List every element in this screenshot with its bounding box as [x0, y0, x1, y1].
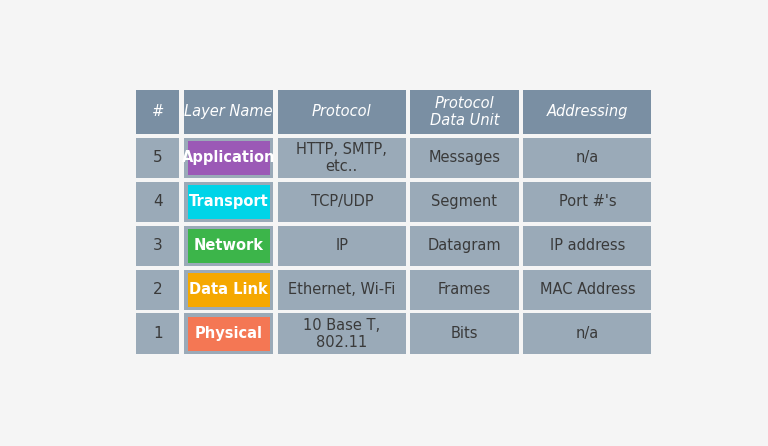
FancyBboxPatch shape: [184, 314, 273, 354]
FancyBboxPatch shape: [277, 182, 406, 222]
Text: 3: 3: [153, 238, 163, 253]
FancyBboxPatch shape: [277, 138, 406, 178]
Text: Protocol: Protocol: [312, 104, 372, 120]
Text: Bits: Bits: [451, 326, 478, 341]
FancyBboxPatch shape: [137, 182, 180, 222]
Text: n/a: n/a: [576, 150, 599, 165]
Text: IP: IP: [336, 238, 349, 253]
Text: 5: 5: [153, 150, 163, 165]
Text: Network: Network: [194, 238, 263, 253]
Text: Segment: Segment: [432, 194, 498, 209]
FancyBboxPatch shape: [523, 269, 651, 310]
Text: Frames: Frames: [438, 282, 491, 297]
Text: Messages: Messages: [429, 150, 501, 165]
FancyBboxPatch shape: [184, 182, 273, 222]
Text: Transport: Transport: [189, 194, 269, 209]
FancyBboxPatch shape: [187, 317, 270, 351]
Text: Application: Application: [182, 150, 276, 165]
FancyBboxPatch shape: [410, 90, 518, 134]
FancyBboxPatch shape: [187, 185, 270, 219]
FancyBboxPatch shape: [277, 314, 406, 354]
FancyBboxPatch shape: [137, 90, 180, 134]
Text: MAC Address: MAC Address: [540, 282, 635, 297]
FancyBboxPatch shape: [523, 90, 651, 134]
FancyBboxPatch shape: [410, 226, 518, 266]
FancyBboxPatch shape: [137, 269, 180, 310]
Text: 1: 1: [153, 326, 163, 341]
FancyBboxPatch shape: [410, 138, 518, 178]
FancyBboxPatch shape: [523, 226, 651, 266]
FancyBboxPatch shape: [187, 141, 270, 175]
FancyBboxPatch shape: [184, 226, 273, 266]
FancyBboxPatch shape: [187, 229, 270, 263]
FancyBboxPatch shape: [277, 90, 406, 134]
FancyBboxPatch shape: [184, 138, 273, 178]
Text: Addressing: Addressing: [547, 104, 628, 120]
FancyBboxPatch shape: [277, 269, 406, 310]
Text: Datagram: Datagram: [428, 238, 502, 253]
Text: 4: 4: [153, 194, 163, 209]
Text: Layer Name: Layer Name: [184, 104, 273, 120]
Text: n/a: n/a: [576, 326, 599, 341]
Text: 10 Base T,
802.11: 10 Base T, 802.11: [303, 318, 380, 350]
FancyBboxPatch shape: [523, 182, 651, 222]
FancyBboxPatch shape: [410, 314, 518, 354]
FancyBboxPatch shape: [184, 90, 273, 134]
Text: Port #'s: Port #'s: [558, 194, 616, 209]
Text: 2: 2: [153, 282, 163, 297]
FancyBboxPatch shape: [184, 269, 273, 310]
Text: Ethernet, Wi-Fi: Ethernet, Wi-Fi: [288, 282, 396, 297]
FancyBboxPatch shape: [523, 314, 651, 354]
FancyBboxPatch shape: [137, 226, 180, 266]
Text: TCP/UDP: TCP/UDP: [310, 194, 373, 209]
FancyBboxPatch shape: [277, 226, 406, 266]
Text: Physical: Physical: [195, 326, 263, 341]
Text: #: #: [152, 104, 164, 120]
Text: HTTP, SMTP,
etc..: HTTP, SMTP, etc..: [296, 142, 387, 174]
FancyBboxPatch shape: [523, 138, 651, 178]
Text: IP address: IP address: [550, 238, 625, 253]
Text: Data Link: Data Link: [190, 282, 268, 297]
FancyBboxPatch shape: [137, 314, 180, 354]
FancyBboxPatch shape: [137, 138, 180, 178]
FancyBboxPatch shape: [410, 182, 518, 222]
FancyBboxPatch shape: [187, 273, 270, 306]
FancyBboxPatch shape: [410, 269, 518, 310]
Text: Protocol
Data Unit: Protocol Data Unit: [429, 96, 499, 128]
